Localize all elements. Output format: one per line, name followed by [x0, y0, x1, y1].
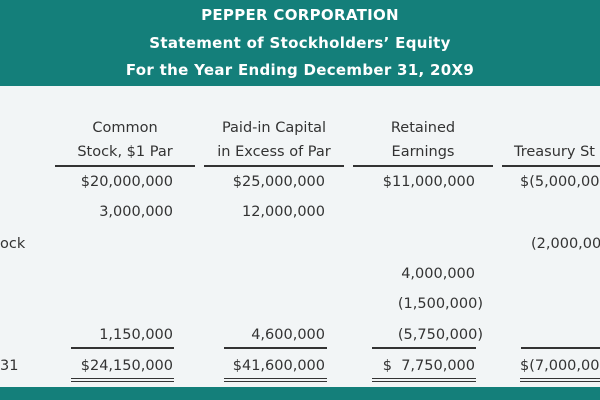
footer-band — [0, 387, 600, 400]
total-double-rule — [71, 381, 174, 382]
cell: (2,000,00 — [531, 236, 600, 252]
column-header-paid-in-capital: Paid-in Capital in Excess of Par — [204, 116, 344, 164]
column-header-line: Common — [92, 120, 158, 136]
subtotal-rule — [224, 347, 327, 349]
statement-title: Statement of Stockholders’ Equity — [149, 34, 451, 52]
cell: $25,000,000 — [232, 174, 325, 190]
row-label: ock — [0, 236, 26, 252]
cell: $ 7,750,000 — [382, 358, 475, 374]
column-header-treasury-stock: Treasury St — [502, 116, 600, 164]
total-double-rule — [71, 378, 174, 379]
column-header-line — [502, 116, 600, 140]
cell: $41,600,000 — [232, 358, 325, 374]
column-rule — [204, 165, 344, 167]
statement-header: PEPPER CORPORATION Statement of Stockhol… — [0, 0, 600, 86]
cell: 1,150,000 — [99, 327, 173, 343]
column-header-line: Stock, $1 Par — [77, 144, 173, 160]
subtotal-rule — [521, 347, 600, 349]
cell: $24,150,000 — [80, 358, 173, 374]
column-header-line: Paid-in Capital — [221, 120, 327, 136]
cell: $11,000,000 — [382, 174, 475, 190]
cell: 12,000,000 — [241, 204, 325, 220]
cell: 4,000,000 — [401, 266, 475, 282]
total-double-rule — [224, 378, 327, 379]
cell: (5,750,000) — [397, 327, 483, 343]
total-double-rule — [372, 381, 476, 382]
company-name: PEPPER CORPORATION — [201, 6, 399, 24]
column-header-line: Earnings — [391, 144, 455, 160]
total-double-rule — [520, 378, 600, 379]
statement-period: For the Year Ending December 31, 20X9 — [125, 61, 475, 79]
row-label: 31 — [0, 358, 19, 374]
cell: 3,000,000 — [99, 204, 173, 220]
column-rule — [502, 165, 600, 167]
cell: (1,500,000) — [397, 296, 483, 312]
total-double-rule — [372, 378, 476, 379]
subtotal-rule — [71, 347, 174, 349]
column-header-retained-earnings: Retained Earnings — [353, 116, 493, 164]
cell: $(5,000,00 — [520, 174, 600, 190]
cell: $(7,000,00 — [520, 358, 600, 374]
column-rule — [55, 165, 195, 167]
total-double-rule — [224, 381, 327, 382]
column-header-line: Treasury St — [514, 144, 595, 160]
total-double-rule — [520, 381, 600, 382]
cell: $20,000,000 — [80, 174, 173, 190]
column-header-line: in Excess of Par — [217, 144, 331, 160]
cell: 4,600,000 — [251, 327, 325, 343]
column-header-common-stock: Common Stock, $1 Par — [55, 116, 195, 164]
column-rule — [353, 165, 493, 167]
subtotal-rule — [372, 347, 476, 349]
column-header-line: Retained — [390, 120, 456, 136]
